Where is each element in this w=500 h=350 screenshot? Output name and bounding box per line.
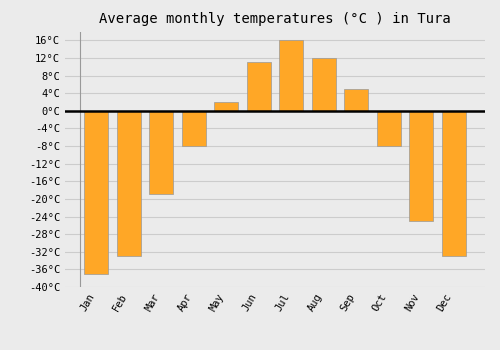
Bar <box>84 111 108 274</box>
Bar <box>344 89 368 111</box>
Bar <box>246 62 271 111</box>
Bar <box>116 111 141 256</box>
Bar <box>214 102 238 111</box>
Bar <box>149 111 174 195</box>
Bar <box>182 111 206 146</box>
Bar <box>312 58 336 111</box>
Bar <box>409 111 434 221</box>
Bar <box>442 111 466 256</box>
Title: Average monthly temperatures (°C ) in Tura: Average monthly temperatures (°C ) in Tu… <box>99 12 451 26</box>
Bar <box>376 111 401 146</box>
Bar <box>279 40 303 111</box>
